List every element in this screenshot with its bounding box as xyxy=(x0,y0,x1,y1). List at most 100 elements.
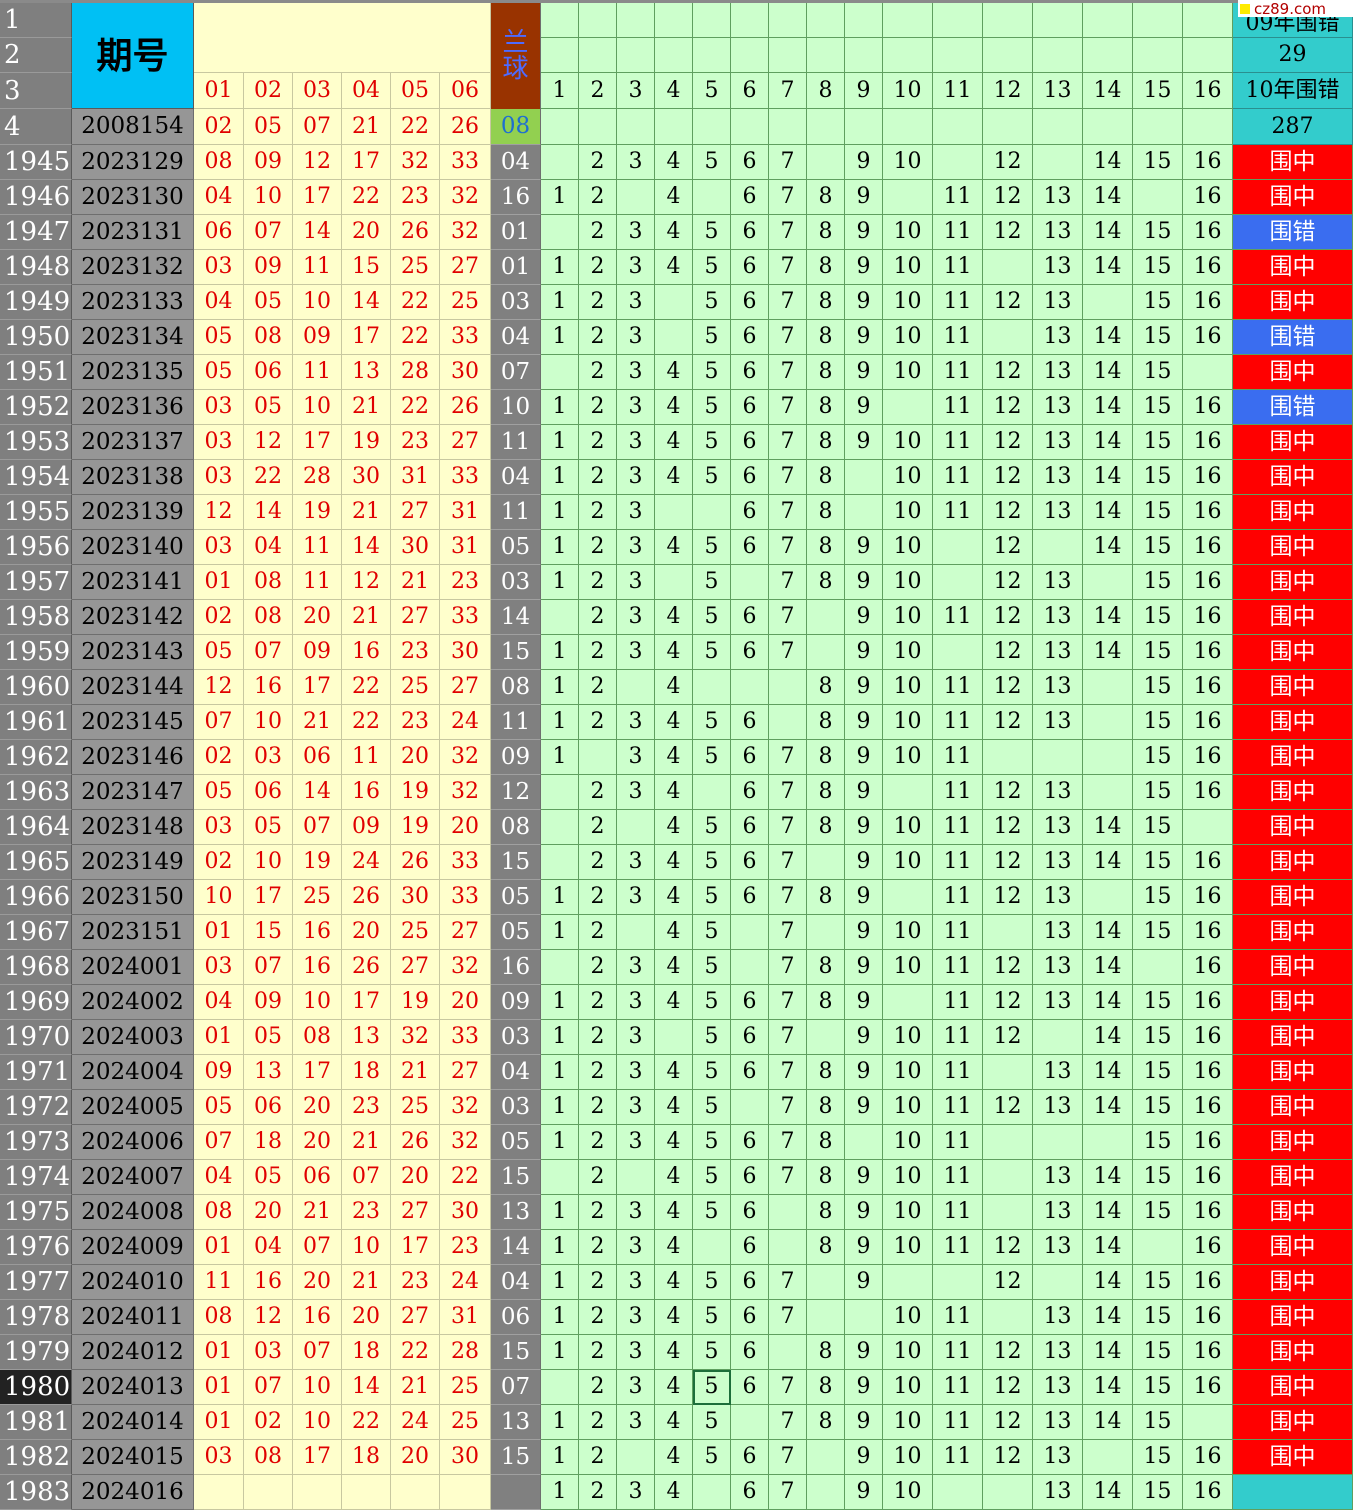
position-cell[interactable]: 5 xyxy=(693,880,731,915)
position-cell[interactable]: 7 xyxy=(769,495,807,530)
sample-position-blank[interactable] xyxy=(693,109,731,145)
position-cell[interactable]: 11 xyxy=(933,1195,983,1230)
position-cell[interactable]: 13 xyxy=(1033,1055,1083,1090)
red-number-cell[interactable]: 20 xyxy=(342,215,391,250)
red-number-cell[interactable]: 03 xyxy=(194,950,244,985)
position-cell[interactable]: 8 xyxy=(807,355,845,390)
position-cell[interactable]: 8 xyxy=(807,1370,845,1405)
position-cell[interactable]: 12 xyxy=(983,145,1033,180)
red-number-cell[interactable]: 22 xyxy=(342,1405,391,1440)
red-number-cell[interactable] xyxy=(244,1475,293,1510)
sample-period-cell[interactable]: 2008154 xyxy=(72,109,194,145)
position-cell[interactable]: 4 xyxy=(655,1370,693,1405)
red-number-cell[interactable]: 27 xyxy=(391,1300,440,1335)
position-cell[interactable]: 10 xyxy=(883,1230,933,1265)
position-cell[interactable]: 4 xyxy=(655,425,693,460)
red-number-cell[interactable]: 07 xyxy=(244,950,293,985)
red-number-cell[interactable]: 16 xyxy=(342,635,391,670)
position-header-blank[interactable] xyxy=(1033,3,1083,38)
position-cell[interactable]: 14 xyxy=(1083,1405,1133,1440)
position-header-blank[interactable] xyxy=(769,38,807,73)
position-cell[interactable]: 2 xyxy=(579,355,617,390)
position-column-label[interactable]: 1 xyxy=(541,73,579,109)
position-cell[interactable] xyxy=(541,215,579,250)
blue-number-cell[interactable]: 11 xyxy=(491,705,541,740)
red-number-cell[interactable]: 23 xyxy=(342,1090,391,1125)
period-cell[interactable]: 2023131 xyxy=(72,215,194,250)
position-cell[interactable]: 12 xyxy=(983,880,1033,915)
position-header-blank[interactable] xyxy=(807,38,845,73)
position-cell[interactable]: 10 xyxy=(883,635,933,670)
position-header-blank[interactable] xyxy=(1133,3,1183,38)
red-number-cell[interactable]: 13 xyxy=(244,1055,293,1090)
position-cell[interactable]: 14 xyxy=(1083,145,1133,180)
red-number-cell[interactable]: 20 xyxy=(391,740,440,775)
red-number-cell[interactable] xyxy=(342,1475,391,1510)
red-number-cell[interactable]: 09 xyxy=(293,635,342,670)
position-cell[interactable]: 15 xyxy=(1133,775,1183,810)
position-cell[interactable]: 3 xyxy=(617,1195,655,1230)
red-number-cell[interactable]: 26 xyxy=(391,1125,440,1160)
red-number-cell[interactable]: 16 xyxy=(342,775,391,810)
position-cell[interactable]: 4 xyxy=(655,460,693,495)
status-cell[interactable]: 围中 xyxy=(1233,1020,1353,1055)
position-cell[interactable]: 8 xyxy=(807,880,845,915)
blue-number-cell[interactable]: 15 xyxy=(491,1160,541,1195)
period-cell[interactable]: 2024006 xyxy=(72,1125,194,1160)
position-cell[interactable] xyxy=(1083,1125,1133,1160)
position-cell[interactable]: 1 xyxy=(541,460,579,495)
position-cell[interactable]: 13 xyxy=(1033,1160,1083,1195)
period-cell[interactable]: 2024003 xyxy=(72,1020,194,1055)
red-number-cell[interactable]: 30 xyxy=(391,530,440,565)
red-number-cell[interactable]: 26 xyxy=(391,845,440,880)
position-cell[interactable] xyxy=(655,285,693,320)
position-cell[interactable]: 13 xyxy=(1033,355,1083,390)
position-cell[interactable]: 11 xyxy=(933,355,983,390)
position-cell[interactable]: 10 xyxy=(883,950,933,985)
position-cell[interactable]: 11 xyxy=(933,880,983,915)
position-cell[interactable]: 15 xyxy=(1133,1405,1183,1440)
sample-position-blank[interactable] xyxy=(1033,109,1083,145)
position-cell[interactable]: 13 xyxy=(1033,985,1083,1020)
position-cell[interactable]: 6 xyxy=(731,1020,769,1055)
position-cell[interactable]: 10 xyxy=(883,1335,933,1370)
position-cell[interactable]: 15 xyxy=(1133,215,1183,250)
sample-position-blank[interactable] xyxy=(983,109,1033,145)
position-cell[interactable] xyxy=(617,1160,655,1195)
position-cell[interactable]: 14 xyxy=(1083,1055,1133,1090)
red-number-cell[interactable]: 04 xyxy=(194,985,244,1020)
position-cell[interactable]: 13 xyxy=(1033,950,1083,985)
red-number-cell[interactable]: 01 xyxy=(194,565,244,600)
red-column-label[interactable]: 05 xyxy=(391,73,440,109)
red-number-cell[interactable]: 24 xyxy=(440,705,491,740)
red-number-cell[interactable]: 22 xyxy=(342,705,391,740)
sample-blue-number[interactable]: 08 xyxy=(491,109,541,145)
position-cell[interactable]: 9 xyxy=(845,1440,883,1475)
period-cell[interactable]: 2024012 xyxy=(72,1335,194,1370)
position-cell[interactable]: 1 xyxy=(541,1475,579,1510)
position-cell[interactable]: 13 xyxy=(1033,635,1083,670)
position-cell[interactable]: 3 xyxy=(617,1055,655,1090)
position-cell[interactable]: 1 xyxy=(541,565,579,600)
position-cell[interactable]: 2 xyxy=(579,775,617,810)
row-header[interactable]: 1948 xyxy=(0,250,72,285)
position-cell[interactable]: 7 xyxy=(769,880,807,915)
red-column-label[interactable]: 04 xyxy=(342,73,391,109)
position-cell[interactable]: 2 xyxy=(579,1090,617,1125)
position-cell[interactable] xyxy=(807,1265,845,1300)
row-header[interactable]: 1965 xyxy=(0,845,72,880)
sample-red-number[interactable]: 21 xyxy=(342,109,391,145)
position-cell[interactable]: 6 xyxy=(731,1475,769,1510)
position-cell[interactable] xyxy=(769,1195,807,1230)
position-cell[interactable]: 1 xyxy=(541,250,579,285)
red-number-cell[interactable]: 14 xyxy=(342,285,391,320)
status-cell[interactable]: 围错 xyxy=(1233,215,1353,250)
position-cell[interactable]: 14 xyxy=(1083,320,1133,355)
status-cell[interactable]: 围中 xyxy=(1233,775,1353,810)
status-cell[interactable]: 围中 xyxy=(1233,1125,1353,1160)
position-cell[interactable]: 11 xyxy=(933,1160,983,1195)
row-header[interactable]: 1974 xyxy=(0,1160,72,1195)
position-cell[interactable]: 12 xyxy=(983,425,1033,460)
red-number-cell[interactable]: 17 xyxy=(342,320,391,355)
blue-number-cell[interactable]: 16 xyxy=(491,180,541,215)
